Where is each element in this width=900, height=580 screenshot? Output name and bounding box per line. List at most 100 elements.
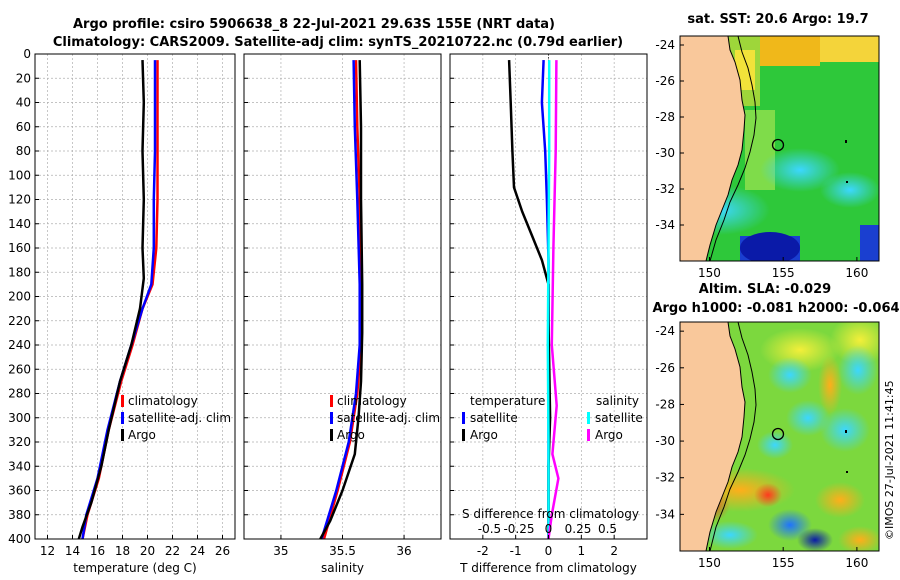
lon-tick-label: 155 <box>772 266 795 280</box>
y-tick-label: 300 <box>8 411 31 425</box>
y-tick-label: 360 <box>8 484 31 498</box>
x-tick-label: 20 <box>140 544 155 558</box>
lat-tick-label: -26 <box>655 74 675 88</box>
y-tick-label: 80 <box>16 144 31 158</box>
legend-label-argo: Argo <box>128 428 156 442</box>
legend-swatch-climatology <box>330 395 333 407</box>
legend-title-salinity: salinity <box>596 394 639 408</box>
lat-tick-label: -28 <box>655 397 675 411</box>
sst-map-argo-marker <box>771 138 785 152</box>
x-axis-label: salinity <box>321 561 364 575</box>
series-satellite-adj-clim <box>320 60 361 540</box>
legend-swatch-sal-satellite <box>587 412 590 424</box>
series-salinity-argo <box>547 60 560 540</box>
x-tick-label: 35 <box>273 544 288 558</box>
sst-map-island <box>845 140 847 143</box>
x-tick-label: -1 <box>510 544 522 558</box>
legend-label-sal-satellite: satellite <box>595 411 643 425</box>
imos-credit: ©IMOS 27-Jul-2021 11:41:45 <box>883 380 896 540</box>
difference-legend-salinity: salinity satellite Argo <box>587 394 643 442</box>
salinity-profile: 35 35.5 36 salinity <box>243 53 442 575</box>
x-tick-label: 16 <box>90 544 105 558</box>
sla-map-frame <box>679 321 880 552</box>
x-tick-label: 0 <box>545 544 553 558</box>
y-tick-label: 0 <box>23 47 31 61</box>
lat-tick-label: -32 <box>655 471 675 485</box>
sla-map-island <box>846 471 848 473</box>
lat-tick-label: -34 <box>655 507 675 521</box>
y-tick-label: 280 <box>8 387 31 401</box>
legend-swatch-climatology <box>121 395 124 407</box>
legend-swatch-temp-satellite <box>462 412 465 424</box>
lon-tick-label: 150 <box>698 556 721 570</box>
legend-swatch-argo <box>330 429 333 441</box>
x-tick-label: 36 <box>396 544 411 558</box>
sal-diff-tick-label: 0 <box>545 522 553 536</box>
legend-swatch-satellite <box>330 412 333 424</box>
series-argo <box>77 60 146 540</box>
lat-tick-label: -30 <box>655 146 675 160</box>
y-tick-label: 240 <box>8 338 31 352</box>
sst-map-shelf-line <box>709 36 757 261</box>
sla-map-title-line1: Altim. SLA: -0.029 <box>699 282 831 297</box>
lat-tick-label: -30 <box>655 434 675 448</box>
sal-diff-tick-label: -0.5 <box>478 522 501 536</box>
series-temperature-argo <box>507 60 552 539</box>
x-tick-label: 26 <box>215 544 230 558</box>
legend-label-satellite: satellite-adj. clim <box>128 411 231 425</box>
x-tick-label: 24 <box>190 544 205 558</box>
x-tick-label: -2 <box>477 544 489 558</box>
x-tick-label: 12 <box>40 544 55 558</box>
x-tick-label: 22 <box>165 544 180 558</box>
sla-map <box>680 322 879 551</box>
sla-map-island <box>845 430 847 433</box>
lat-tick-label: -26 <box>655 361 675 375</box>
sla-map-axes: 150 155 160 -24 -26 -28 -30 -32 -34 <box>655 324 868 570</box>
x-tick-label: 35.5 <box>329 544 356 558</box>
sal-diff-tick-label: 0.5 <box>598 522 617 536</box>
legend-label-temp-argo: Argo <box>470 428 498 442</box>
y-tick-label: 180 <box>8 265 31 279</box>
y-tick-label: 120 <box>8 193 31 207</box>
sal-diff-tick-label: 0.25 <box>565 522 592 536</box>
lat-tick-label: -32 <box>655 182 675 196</box>
series-salinity-satellite <box>546 60 551 539</box>
figure-title-line2: Climatology: CARS2009. Satellite-adj cli… <box>53 35 623 50</box>
legend-label-sal-argo: Argo <box>595 428 623 442</box>
lat-tick-label: -28 <box>655 110 675 124</box>
lon-tick-label: 160 <box>845 556 868 570</box>
figure-title-line1: Argo profile: csiro 5906638_8 22-Jul-202… <box>73 17 555 32</box>
series-argo <box>319 60 364 540</box>
x-tick-label: 1 <box>578 544 586 558</box>
lon-tick-label: 155 <box>772 556 795 570</box>
legend-label-temp-satellite: satellite <box>470 411 518 425</box>
y-tick-label: 160 <box>8 241 31 255</box>
x-tick-label: 2 <box>610 544 618 558</box>
legend-swatch-temp-argo <box>462 429 465 441</box>
profile-panels: 0204060801001201401601802002202402602803… <box>8 47 648 575</box>
sla-map-shelf-line <box>709 322 757 551</box>
y-tick-label: 220 <box>8 314 31 328</box>
y-tick-label: 400 <box>8 532 31 546</box>
lat-tick-label: -24 <box>655 38 675 52</box>
x-tick-label: 18 <box>115 544 130 558</box>
sst-map-island <box>846 181 848 183</box>
legend-swatch-satellite <box>121 412 124 424</box>
legend-label-satellite: satellite-adj. clim <box>337 411 440 425</box>
legend-label-argo: Argo <box>337 428 365 442</box>
y-tick-label: 140 <box>8 217 31 231</box>
lon-tick-label: 150 <box>698 266 721 280</box>
legend-label-climatology: climatology <box>128 394 198 408</box>
y-tick-label: 20 <box>16 71 31 85</box>
x-axis-label: temperature (deg C) <box>73 561 196 575</box>
difference-legend-temperature: temperature satellite Argo <box>462 394 545 442</box>
lat-tick-label: -24 <box>655 324 675 338</box>
y-tick-label: 340 <box>8 459 31 473</box>
y-tick-label: 260 <box>8 362 31 376</box>
salinity-legend: climatology satellite-adj. clim Argo <box>330 394 440 442</box>
sla-map-argo-marker <box>771 427 785 441</box>
sal-diff-tick-label: -0.25 <box>503 522 534 536</box>
y-tick-label: 200 <box>8 290 31 304</box>
y-tick-label: 60 <box>16 120 31 134</box>
